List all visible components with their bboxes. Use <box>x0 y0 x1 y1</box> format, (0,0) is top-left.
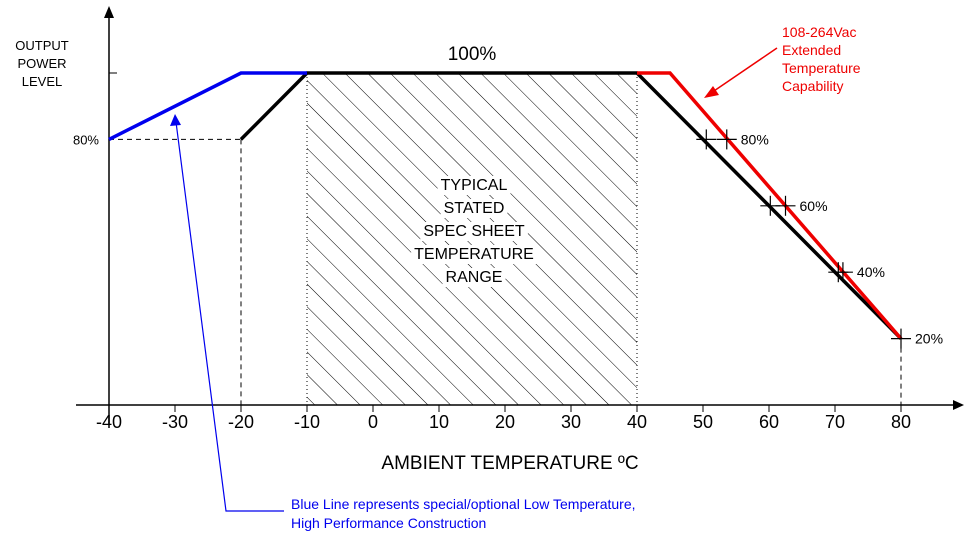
x-tick-label: -10 <box>294 412 320 432</box>
x-tick-label: 0 <box>368 412 378 432</box>
blue-annotation-line: Blue Line represents special/optional Lo… <box>291 496 636 512</box>
blue-annotation-connector <box>175 121 284 512</box>
x-tick-label: -40 <box>96 412 122 432</box>
spec-range-label-bg <box>420 222 528 241</box>
x-tick-label: 30 <box>561 412 581 432</box>
x-axis-arrow <box>953 400 964 410</box>
red-annotation-arrow <box>710 47 778 94</box>
y-tick-label: 80% <box>73 132 99 147</box>
x-tick-label: 80 <box>891 412 911 432</box>
spec-range-label-line: TEMPERATURE <box>414 246 534 263</box>
spec-range-label-line: RANGE <box>446 269 503 286</box>
marker-label: 20% <box>915 331 943 347</box>
red-annotation-line: 108-264Vac <box>782 24 856 40</box>
y-axis-title-line: LEVEL <box>22 74 62 89</box>
spec-range-label-bg <box>411 245 537 264</box>
red-annotation-line: Temperature <box>782 60 861 76</box>
y-axis-title-line: POWER <box>17 56 66 71</box>
spec-range-label-line: STATED <box>444 200 505 217</box>
x-tick-label: 50 <box>693 412 713 432</box>
x-axis-title: AMBIENT TEMPERATURE ºC <box>381 453 638 474</box>
spec-range-label-line: TYPICAL <box>441 177 508 194</box>
x-tick-label: -30 <box>162 412 188 432</box>
blue-annotation-line: High Performance Construction <box>291 515 486 531</box>
x-tick-label: 60 <box>759 412 779 432</box>
x-tick-label: 40 <box>627 412 647 432</box>
series-line-2 <box>637 71 903 340</box>
y-axis-arrow <box>104 6 114 18</box>
top-label-100: 100% <box>448 44 497 65</box>
red-annotation-line: Capability <box>782 78 843 94</box>
x-tick-label: 10 <box>429 412 449 432</box>
red-annotation-line: Extended <box>782 42 841 58</box>
series-line-1 <box>108 71 307 141</box>
spec-range-label-bg <box>440 199 508 218</box>
spec-range-label-bg <box>437 176 511 195</box>
marker-label: 80% <box>741 131 769 147</box>
spec-range-label-line: SPEC SHEET <box>423 223 525 240</box>
x-tick-label: 70 <box>825 412 845 432</box>
x-tick-label: 20 <box>495 412 515 432</box>
marker-label: 40% <box>857 264 885 280</box>
spec-range-label-bg <box>442 268 506 287</box>
x-tick-label: -20 <box>228 412 254 432</box>
y-axis-title-line: OUTPUT <box>15 38 69 53</box>
marker-label: 60% <box>800 198 828 214</box>
red-annotation-arrowhead <box>704 86 719 98</box>
blue-annotation-arrowhead <box>170 114 181 126</box>
